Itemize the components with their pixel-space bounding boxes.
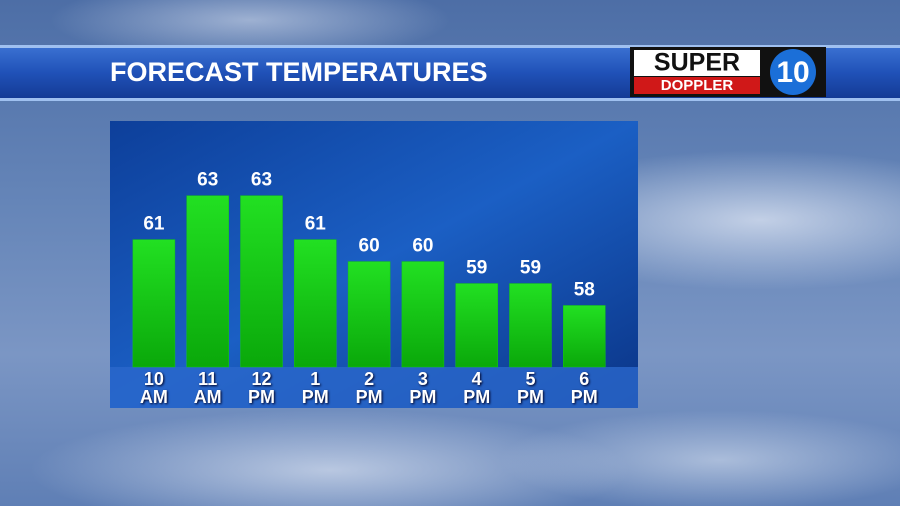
- banner-edge: [0, 98, 900, 101]
- x-tick-label: 2 PM: [355, 369, 383, 407]
- bar: [347, 261, 391, 368]
- x-tick-label: 5 PM: [517, 369, 544, 407]
- value-label: 60: [359, 236, 380, 257]
- x-tick-label: 4 PM: [463, 369, 491, 407]
- logo-top: [634, 50, 760, 76]
- value-label: 63: [251, 170, 272, 191]
- label-band: [110, 367, 638, 408]
- bar: [132, 239, 176, 368]
- value-label: 59: [520, 258, 541, 279]
- bar: [509, 283, 552, 368]
- bar: [401, 261, 445, 368]
- x-tick-label: 11 AM: [193, 369, 222, 407]
- value-label: 59: [466, 258, 487, 279]
- x-tick-label: 10 AM: [139, 369, 168, 407]
- logo-circle: [770, 49, 816, 95]
- plot: 61 63 63 61 60 60 59 59 58: [132, 170, 606, 368]
- value-label: 58: [574, 280, 595, 301]
- x-tick-label: 1 PM: [301, 369, 329, 407]
- bar: [240, 195, 283, 368]
- bar: [186, 195, 229, 368]
- logo-number: 10: [776, 56, 809, 89]
- value-label: 61: [305, 214, 327, 235]
- bar: [563, 305, 606, 368]
- logo-text: DOPPLER: [661, 77, 734, 94]
- value-label: 63: [197, 170, 218, 191]
- banner-edge: [0, 45, 900, 48]
- logo-bottom: [634, 77, 760, 94]
- x-tick-label: 12 PM: [248, 369, 275, 407]
- chart-title: FORECAST TEMPERATURES: [110, 57, 488, 87]
- logo-text: SUPER: [654, 49, 740, 77]
- value-label: 60: [412, 236, 433, 257]
- bar: [455, 283, 498, 368]
- x-tick-label: 3 PM: [409, 369, 437, 407]
- x-tick-label: 6 PM: [570, 369, 598, 407]
- value-label: 61: [143, 214, 165, 235]
- logo: SUPER DOPPLER 10: [630, 47, 826, 97]
- bar: [294, 239, 337, 368]
